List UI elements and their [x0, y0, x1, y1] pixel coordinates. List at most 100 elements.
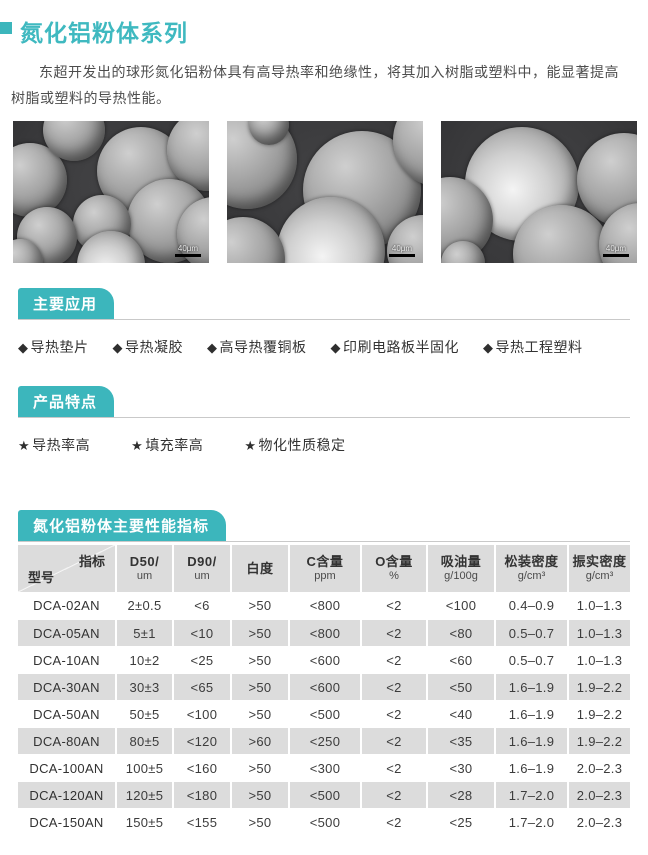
table-header-tab: 氮化铝粉体主要性能指标	[18, 510, 227, 541]
value-cell: >50	[230, 619, 288, 646]
scale-bar: 40μm	[603, 244, 629, 257]
value-cell: 1.9–2.2	[567, 700, 630, 727]
value-cell: 120±5	[115, 781, 172, 808]
bullet-icon: ◆	[330, 340, 341, 355]
value-cell: 2.0–2.3	[567, 781, 630, 808]
bullet-icon: ★	[131, 438, 144, 453]
value-cell: 5±1	[115, 619, 172, 646]
applications-section-head: 主要应用	[18, 288, 630, 320]
column-unit: g/cm³	[585, 570, 614, 582]
scale-bar-line	[389, 254, 415, 257]
value-cell: <6	[172, 592, 230, 619]
value-cell: 1.9–2.2	[567, 727, 630, 754]
value-cell: <2	[360, 673, 426, 700]
features-header-tab: 产品特点	[18, 386, 115, 417]
model-cell: DCA-50AN	[18, 700, 115, 727]
column-label: C含量	[306, 554, 344, 569]
value-cell: <600	[288, 673, 360, 700]
column-label: 松装密度	[504, 554, 559, 569]
column-header: O含量%	[360, 545, 426, 592]
value-cell: <2	[360, 781, 426, 808]
scale-label: 40μm	[391, 244, 413, 253]
value-cell: 80±5	[115, 727, 172, 754]
column-unit: um	[194, 570, 210, 582]
application-item: ◆ 印刷电路板半固化	[330, 339, 459, 355]
performance-table-section: 氮化铝粉体主要性能指标 指标 型号 D50/um D90/um 白度 C含量 ppm O含…	[0, 510, 648, 835]
value-cell: <500	[288, 808, 360, 835]
value-cell: <25	[426, 808, 494, 835]
performance-table: 指标 型号 D50/um D90/um 白度 C含量 ppm O含量% 吸油量 g/100g 松…	[18, 545, 630, 835]
value-cell: <600	[288, 646, 360, 673]
page-title: 氮化铝粉体系列	[20, 20, 188, 46]
applications-list: ◆ 导热垫片 ◆ 导热凝胶 ◆ 高导热覆铜板 ◆ 印刷电路板半固化 ◆ 导热工程塑料	[18, 337, 630, 357]
value-cell: <2	[360, 592, 426, 619]
table-corner-cell: 指标 型号	[18, 545, 115, 592]
table-section-head: 氮化铝粉体主要性能指标	[18, 510, 630, 542]
table-row: DCA-02AN 2±0.5 <6 >50 <800 <2 <100 0.4–0.9 1.0–1…	[18, 592, 630, 619]
column-header: 白度	[230, 545, 288, 592]
table-row: DCA-50AN 50±5 <100 >50 <500 <2 <40 1.6–1.9 1.9–2…	[18, 700, 630, 727]
value-cell: <40	[426, 700, 494, 727]
value-cell: 1.6–1.9	[494, 673, 567, 700]
table-row: DCA-05AN 5±1 <10 >50 <800 <2 <80 0.5–0.7 1.0–1.3	[18, 619, 630, 646]
column-unit: um	[136, 570, 153, 582]
model-cell: DCA-120AN	[18, 781, 115, 808]
model-cell: DCA-30AN	[18, 673, 115, 700]
bullet-icon: ◆	[18, 340, 29, 355]
table-row: DCA-10AN 10±2 <25 >50 <600 <2 <60 0.5–0.7 1.0–1.…	[18, 646, 630, 673]
applications-section: 主要应用 ◆ 导热垫片 ◆ 导热凝胶 ◆ 高导热覆铜板 ◆ 印刷电路板半固化 ◆ 导热工程塑料	[0, 288, 648, 357]
table-row: DCA-120AN 120±5 <180 >50 <500 <2 <28 1.7–2.0 2.0…	[18, 781, 630, 808]
bullet-icon: ★	[244, 438, 257, 453]
column-label: D50/	[129, 554, 160, 569]
value-cell: <2	[360, 727, 426, 754]
value-cell: <2	[360, 700, 426, 727]
value-cell: >50	[230, 646, 288, 673]
value-cell: <100	[426, 592, 494, 619]
application-item: ◆ 高导热覆铜板	[207, 339, 307, 355]
bullet-icon: ◆	[483, 340, 494, 355]
model-cell: DCA-150AN	[18, 808, 115, 835]
table-row: DCA-80AN 80±5 <120 >60 <250 <2 <35 1.6–1.9 1.9–2…	[18, 727, 630, 754]
application-item: ◆ 导热垫片	[18, 339, 89, 355]
value-cell: <250	[288, 727, 360, 754]
value-cell: 1.9–2.2	[567, 673, 630, 700]
value-cell: <60	[426, 646, 494, 673]
value-cell: <25	[172, 646, 230, 673]
value-cell: <2	[360, 619, 426, 646]
column-header: 吸油量 g/100g	[426, 545, 494, 592]
column-header: 松装密度 g/cm³	[494, 545, 567, 592]
column-header: 振实密度 g/cm³	[567, 545, 630, 592]
model-cell: DCA-02AN	[18, 592, 115, 619]
value-cell: 150±5	[115, 808, 172, 835]
column-unit: ppm	[314, 570, 336, 582]
features-section-head: 产品特点	[18, 386, 630, 418]
value-cell: <50	[426, 673, 494, 700]
column-label: O含量	[375, 554, 413, 569]
table-header-row: 指标 型号 D50/um D90/um 白度 C含量 ppm O含量% 吸油量 g/100g 松…	[18, 545, 630, 592]
column-header: C含量 ppm	[288, 545, 360, 592]
value-cell: <65	[172, 673, 230, 700]
feature-item: ★ 物化性质稳定	[244, 437, 346, 453]
scale-bar: 40μm	[389, 244, 415, 257]
value-cell: 1.7–2.0	[494, 781, 567, 808]
value-cell: 2.0–2.3	[567, 754, 630, 781]
column-header: D90/um	[172, 545, 230, 592]
model-cell: DCA-80AN	[18, 727, 115, 754]
value-cell: >50	[230, 781, 288, 808]
value-cell: <100	[172, 700, 230, 727]
column-label: D90/	[187, 554, 217, 569]
value-cell: 1.0–1.3	[567, 592, 630, 619]
value-cell: 50±5	[115, 700, 172, 727]
column-unit: %	[389, 570, 399, 582]
application-item: ◆ 导热凝胶	[112, 339, 183, 355]
value-cell: 30±3	[115, 673, 172, 700]
bullet-icon: ★	[18, 438, 31, 453]
value-cell: 1.7–2.0	[494, 808, 567, 835]
value-cell: <180	[172, 781, 230, 808]
bullet-icon: ◆	[207, 340, 218, 355]
value-cell: 1.6–1.9	[494, 754, 567, 781]
scale-bar-line	[603, 254, 629, 257]
value-cell: <160	[172, 754, 230, 781]
particle-sphere	[227, 217, 285, 263]
value-cell: <2	[360, 754, 426, 781]
